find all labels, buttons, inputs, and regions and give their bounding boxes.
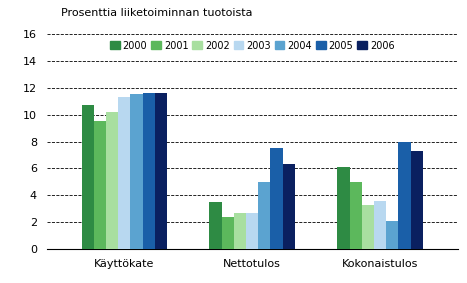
Bar <box>410 151 423 249</box>
Bar <box>82 105 94 249</box>
Bar <box>234 213 246 249</box>
Bar <box>386 221 398 249</box>
Bar <box>142 93 155 249</box>
Bar <box>398 142 410 249</box>
Bar <box>106 112 118 249</box>
Bar <box>337 167 349 249</box>
Bar <box>283 164 295 249</box>
Bar <box>362 205 374 249</box>
Bar <box>349 182 362 249</box>
Bar <box>130 95 142 249</box>
Bar <box>246 213 258 249</box>
Legend: 2000, 2001, 2002, 2003, 2004, 2005, 2006: 2000, 2001, 2002, 2003, 2004, 2005, 2006 <box>108 39 396 53</box>
Bar <box>118 97 130 249</box>
Bar <box>210 202 222 249</box>
Text: Prosenttia liiketoiminnan tuotoista: Prosenttia liiketoiminnan tuotoista <box>61 8 252 18</box>
Bar <box>270 148 283 249</box>
Bar <box>222 217 234 249</box>
Bar <box>94 121 106 249</box>
Bar <box>155 93 167 249</box>
Bar <box>374 201 386 249</box>
Bar <box>258 182 270 249</box>
